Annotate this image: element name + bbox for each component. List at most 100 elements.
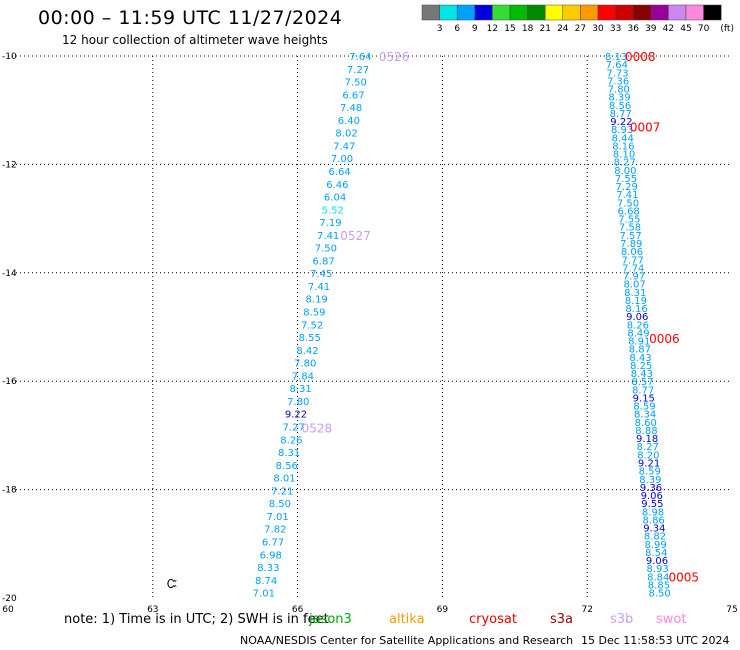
legend-swatch (685, 4, 704, 21)
chart-title: 00:00 – 11:59 UTC 11/27/2024 (38, 7, 343, 29)
y-tick-label: -14 (2, 269, 17, 279)
wave-height-point: 8.87 (629, 345, 651, 356)
wave-height-point: 8.00 (614, 166, 636, 177)
wave-height-point: 9.22 (610, 117, 632, 128)
wave-height-point: 8.06 (621, 247, 643, 258)
wave-height-point: 7.21 (271, 486, 293, 497)
wave-height-point: 8.93 (611, 125, 633, 136)
wave-height-point: 8.20 (637, 450, 659, 461)
wave-height-point: 9.06 (641, 491, 663, 502)
wave-height-point: 7.47 (333, 141, 355, 152)
legend-tick-label: 33 (610, 24, 621, 34)
wave-height-point: 8.60 (635, 418, 657, 429)
wave-height-point: 8.39 (639, 475, 661, 486)
legend-swatch (668, 4, 687, 21)
legend-swatch (492, 4, 511, 21)
wave-height-point: 5.52 (322, 205, 344, 216)
legend-tick-label: 24 (557, 24, 569, 34)
legend-swatch (544, 4, 564, 21)
wave-height-point: 8.74 (255, 576, 277, 587)
wave-height-point: 7.50 (617, 198, 639, 209)
legend-swatch (615, 4, 634, 21)
chart-subtitle: 12 hour collection of altimeter wave hei… (62, 33, 328, 47)
pass-time-label: 0526 (379, 50, 410, 64)
wave-height-point: 8.31 (278, 448, 300, 459)
wave-height-point: 9.55 (641, 499, 663, 510)
wave-height-point: 7.29 (616, 182, 638, 193)
pass-time-label: 0528 (302, 421, 333, 435)
wave-height-point: 8.99 (645, 540, 667, 551)
legend-tick-label: 18 (522, 24, 534, 34)
wave-height-point: 6.67 (342, 90, 364, 101)
footer-note: note: 1) Time is in UTC; 2) SWH is in fe… (64, 612, 329, 627)
wave-height-point: 7.55 (618, 215, 640, 226)
legend-tick-label: 6 (454, 24, 460, 34)
axis-ticks: 60 63 66 69 72 75 -10 -12 -14 -16 -18 -20 (2, 52, 738, 615)
wave-height-point: 8.26 (280, 435, 302, 446)
wave-height-point: 7.01 (266, 512, 288, 523)
legend-tick-label: 27 (575, 24, 586, 34)
legend-unit: (ft) (720, 24, 734, 34)
wave-height-point: 8.39 (608, 93, 630, 104)
wave-height-point: 6.04 (324, 193, 346, 204)
legend-tick-label: 9 (472, 24, 478, 34)
wave-height-point: 7.89 (620, 239, 642, 250)
x-tick-label: 60 (2, 605, 14, 615)
legend-swatch (597, 4, 616, 21)
wave-height-point: 7.41 (616, 190, 638, 201)
legend-swatch (509, 4, 528, 21)
legend-swatch (703, 4, 722, 21)
wave-height-point: 8.82 (644, 532, 666, 543)
wave-height-point: 8.57 (631, 377, 653, 388)
wave-height-point: 6.40 (338, 116, 360, 127)
wave-height-point: 7.52 (301, 320, 323, 331)
plot-grid (8, 55, 732, 598)
wave-height-point: 8.56 (276, 461, 298, 472)
wave-height-point: 7.41 (308, 282, 330, 293)
wave-height-point: 6.77 (262, 537, 284, 548)
wave-height-point: 9.06 (646, 556, 668, 567)
wave-height-point: 8.54 (645, 548, 667, 559)
y-tick-label: -16 (2, 377, 17, 387)
wave-height-point: 8.59 (639, 467, 661, 478)
wave-height-point: 8.44 (612, 133, 634, 144)
legend-swatch (650, 4, 669, 21)
wave-height-point: 6.87 (312, 256, 334, 267)
wave-height-point: 7.41 (317, 231, 339, 242)
wave-height-point: 8.31 (289, 384, 311, 395)
legend-sat-s3a: s3a (550, 612, 574, 627)
wave-height-point: 8.25 (630, 361, 652, 372)
wave-height-point: 8.16 (625, 304, 647, 315)
pass-time-labels: 0526 0527 0528 0008 0007 0006 0005 (302, 50, 699, 584)
wave-height-point: 7.80 (608, 85, 630, 96)
wave-height-point: 8.49 (627, 328, 649, 339)
y-tick-label: -10 (2, 52, 17, 62)
wave-height-point: 8.07 (623, 280, 645, 291)
wave-height-point: 8.93 (646, 564, 668, 575)
wave-height-point: 8.34 (634, 410, 656, 421)
wave-height-point: 8.55 (299, 333, 321, 344)
legend-tick-label: 30 (592, 24, 604, 34)
wave-height-point: 9.36 (640, 483, 662, 494)
wave-height-point: 8.59 (633, 402, 655, 413)
legend-tick-label: 15 (504, 24, 515, 34)
legend-tick-label: 42 (663, 24, 674, 34)
wave-height-point: 7.97 (623, 272, 645, 283)
wave-height-point: 8.19 (306, 295, 328, 306)
wave-height-point: 7.19 (319, 218, 341, 229)
wave-height-values: 7.647.277.506.677.486.408.027.477.006.64… (253, 52, 671, 600)
wave-height-point: 8.85 (648, 580, 670, 591)
wave-height-point: 7.57 (620, 231, 642, 242)
x-tick-label: 66 (292, 605, 304, 615)
wave-height-point: 8.10 (613, 150, 635, 161)
wave-height-point: 8.77 (632, 385, 654, 396)
wave-height-point: 7.74 (622, 263, 644, 274)
pass-time-label: 0007 (630, 120, 661, 134)
legend-sat-altika: altika (389, 612, 425, 627)
wave-height-point: 7.84 (292, 371, 314, 382)
legend-sat-swot: swot (656, 612, 687, 627)
wave-height-point: 7.45 (310, 269, 332, 280)
wave-height-point: 6.98 (260, 550, 282, 561)
wave-height-point: 8.88 (635, 426, 657, 437)
pass-time-label: 0005 (668, 570, 699, 584)
